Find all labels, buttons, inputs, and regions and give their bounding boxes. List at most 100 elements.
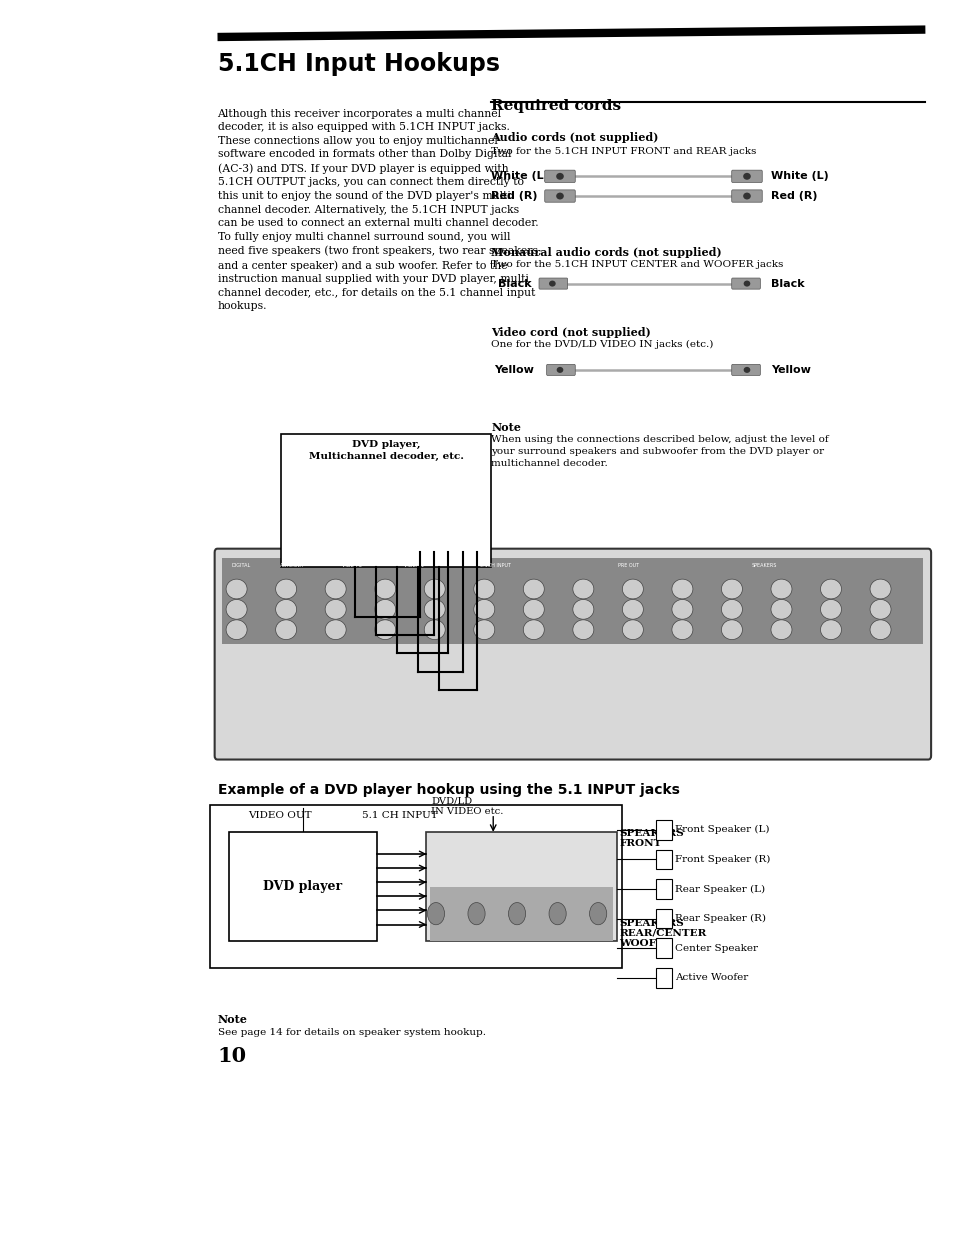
Text: SPEAKERS
FRONT: SPEAKERS FRONT	[618, 829, 683, 848]
Text: Two for the 5.1CH INPUT CENTER and WOOFER jacks: Two for the 5.1CH INPUT CENTER and WOOFE…	[491, 260, 782, 269]
Ellipse shape	[572, 580, 593, 599]
Ellipse shape	[621, 620, 642, 640]
Ellipse shape	[508, 903, 525, 925]
Text: DIGITAL: DIGITAL	[232, 562, 251, 567]
Text: Yellow: Yellow	[770, 365, 810, 375]
Text: 5.1CH Input Hookups: 5.1CH Input Hookups	[217, 52, 499, 75]
FancyBboxPatch shape	[214, 549, 930, 760]
Bar	[656, 879, 671, 899]
Ellipse shape	[869, 599, 890, 619]
Ellipse shape	[589, 903, 606, 925]
Ellipse shape	[275, 599, 296, 619]
Ellipse shape	[770, 620, 791, 640]
Bar	[656, 909, 671, 928]
Text: See page 14 for details on speaker system hookup.: See page 14 for details on speaker syste…	[217, 1028, 485, 1037]
Text: 5.1 CH INPUT: 5.1 CH INPUT	[361, 811, 437, 820]
Ellipse shape	[523, 599, 544, 619]
Bar	[656, 968, 671, 988]
Ellipse shape	[325, 620, 346, 640]
FancyBboxPatch shape	[544, 170, 575, 182]
Ellipse shape	[548, 281, 555, 286]
Ellipse shape	[572, 599, 593, 619]
Bar	[430, 887, 613, 941]
Ellipse shape	[226, 620, 247, 640]
Ellipse shape	[621, 599, 642, 619]
Text: When using the connections described below, adjust the level of
your surround sp: When using the connections described bel…	[491, 435, 828, 467]
Text: Note: Note	[217, 1014, 247, 1025]
Text: DVD player: DVD player	[263, 880, 342, 893]
Text: Required cords: Required cords	[491, 99, 620, 112]
Text: PRE OUT: PRE OUT	[618, 562, 639, 567]
Text: Center Speaker: Center Speaker	[675, 943, 758, 953]
Bar	[229, 832, 376, 941]
Text: VIDEO 2: VIDEO 2	[341, 562, 361, 567]
Ellipse shape	[869, 620, 890, 640]
Ellipse shape	[474, 620, 495, 640]
Ellipse shape	[720, 620, 741, 640]
Text: Video cord (not supplied): Video cord (not supplied)	[491, 327, 650, 338]
Text: Rear Speaker (L): Rear Speaker (L)	[675, 884, 764, 894]
Text: One for the DVD/LD VIDEO IN jacks (etc.): One for the DVD/LD VIDEO IN jacks (etc.)	[491, 340, 713, 349]
Text: DVD player,
Multichannel decoder, etc.: DVD player, Multichannel decoder, etc.	[309, 440, 463, 461]
Bar	[656, 820, 671, 840]
Ellipse shape	[427, 903, 444, 925]
Ellipse shape	[770, 599, 791, 619]
Text: Red (R): Red (R)	[491, 191, 537, 201]
Text: White (L): White (L)	[770, 171, 828, 181]
Ellipse shape	[424, 580, 445, 599]
Ellipse shape	[325, 599, 346, 619]
Ellipse shape	[720, 599, 741, 619]
Text: ANTENNA: ANTENNA	[279, 562, 303, 567]
FancyBboxPatch shape	[538, 277, 567, 289]
Ellipse shape	[375, 599, 395, 619]
Text: SPEAKERS
REAR/CENTER
WOOFER: SPEAKERS REAR/CENTER WOOFER	[618, 919, 706, 948]
Ellipse shape	[226, 580, 247, 599]
Text: Note: Note	[491, 422, 520, 433]
Ellipse shape	[424, 599, 445, 619]
Ellipse shape	[275, 580, 296, 599]
Text: Two for the 5.1CH INPUT FRONT and REAR jacks: Two for the 5.1CH INPUT FRONT and REAR j…	[491, 147, 756, 155]
Text: Monaural audio cords (not supplied): Monaural audio cords (not supplied)	[491, 247, 721, 258]
Ellipse shape	[743, 367, 750, 372]
Text: VIDEO OUT: VIDEO OUT	[248, 811, 312, 820]
FancyBboxPatch shape	[731, 277, 760, 289]
Ellipse shape	[226, 599, 247, 619]
Ellipse shape	[621, 580, 642, 599]
Text: Active Woofer: Active Woofer	[675, 973, 748, 983]
Bar	[426, 832, 617, 941]
Ellipse shape	[556, 192, 563, 200]
Ellipse shape	[820, 620, 841, 640]
Ellipse shape	[467, 903, 484, 925]
Text: VIDEO 1: VIDEO 1	[403, 562, 423, 567]
FancyBboxPatch shape	[546, 365, 575, 375]
Ellipse shape	[720, 580, 741, 599]
Text: SPEAKERS: SPEAKERS	[751, 562, 777, 567]
Ellipse shape	[556, 173, 563, 180]
Ellipse shape	[671, 620, 692, 640]
Ellipse shape	[572, 620, 593, 640]
Text: Black: Black	[497, 279, 531, 289]
Ellipse shape	[820, 599, 841, 619]
Ellipse shape	[671, 599, 692, 619]
Text: Rear Speaker (R): Rear Speaker (R)	[675, 914, 765, 924]
Ellipse shape	[523, 620, 544, 640]
Ellipse shape	[523, 580, 544, 599]
Ellipse shape	[869, 580, 890, 599]
Text: 10: 10	[217, 1046, 247, 1065]
FancyBboxPatch shape	[731, 190, 761, 202]
Text: Front Speaker (L): Front Speaker (L)	[675, 825, 769, 835]
Ellipse shape	[474, 599, 495, 619]
Text: White (L): White (L)	[491, 171, 549, 181]
Ellipse shape	[820, 580, 841, 599]
Text: Black: Black	[770, 279, 803, 289]
Text: Audio cords (not supplied): Audio cords (not supplied)	[491, 132, 658, 143]
Bar	[281, 434, 491, 567]
Text: Front Speaker (R): Front Speaker (R)	[675, 854, 770, 864]
Ellipse shape	[474, 580, 495, 599]
Ellipse shape	[424, 620, 445, 640]
Bar	[656, 938, 671, 958]
Ellipse shape	[671, 580, 692, 599]
Ellipse shape	[275, 620, 296, 640]
Ellipse shape	[325, 580, 346, 599]
Text: DVD/LD
IN VIDEO etc.: DVD/LD IN VIDEO etc.	[431, 797, 503, 816]
